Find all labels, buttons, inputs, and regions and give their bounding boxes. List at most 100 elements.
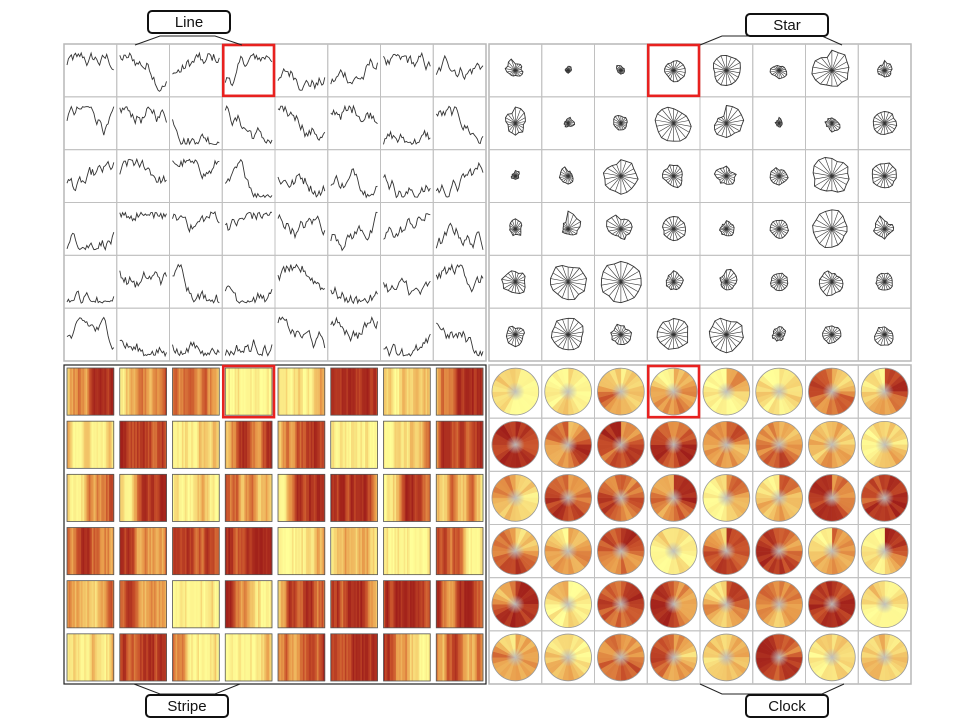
stripe-cell [277,473,326,522]
stripe-cell [119,367,167,416]
line-label-box: Line [147,10,231,34]
stripe-cell [224,527,273,576]
clock-cell [541,630,595,685]
clock-cell [488,524,543,579]
star-cell [488,307,543,362]
clock-cell [752,417,806,472]
clock-cell [699,470,754,526]
stripe-label-box: Stripe [145,694,229,718]
stripe-cell [277,420,326,469]
clock-cell [752,524,806,579]
stripe-cell [224,420,273,469]
stripe-cell [383,473,431,522]
stripe-cell [119,633,167,682]
clock-cell [699,417,754,472]
stripe-label: Stripe [167,698,206,715]
stripe-cell [330,420,378,469]
clock-cell [857,524,912,579]
stripe-cell [66,633,115,682]
clock-cell [594,630,648,685]
stripe-cell [435,580,484,629]
stripe-panel [63,364,487,685]
clock-cell [488,364,543,419]
clock-label-box: Clock [745,694,829,718]
clock-cell [752,470,806,526]
clock-cell [594,524,648,579]
stripe-cell [277,633,326,682]
clock-cell [646,470,701,526]
clock-cell [541,470,595,526]
stripe-cell [119,473,167,522]
clock-cell [488,417,543,472]
clock-cell [805,577,859,632]
stripe-cell [383,580,431,629]
clock-cell [646,630,701,685]
stripe-cell [383,367,431,416]
clock-cell [488,470,543,526]
stripe-cell [383,527,431,576]
stripe-cell [435,367,484,416]
star-cell [857,96,912,151]
stripe-cell [172,473,220,522]
clock-cell [594,577,648,632]
stripe-cell [277,527,326,576]
stripe-cell [172,367,220,416]
clock-cell [488,577,543,632]
clock-highlight-box [646,364,701,419]
stripe-cell [119,580,167,629]
star-panel [488,43,912,362]
stripe-cell [330,473,378,522]
stripe-cell [383,633,431,682]
stripe-cell [172,633,220,682]
star-cell [857,307,912,362]
stripe-cell [66,367,115,416]
stripe-cell [66,527,115,576]
clock-cell [646,577,701,632]
stripe-cell [435,633,484,682]
clock-cell [857,630,912,685]
clock-cell [805,417,859,472]
stripe-cell [224,367,273,416]
stripe-cell [172,580,220,629]
clock-cell [805,470,859,526]
stripe-cell [277,580,326,629]
star-cell [857,43,912,98]
clock-cell [699,577,754,632]
stripe-cell [435,420,484,469]
stripe-cell [330,527,378,576]
clock-cell [805,524,859,579]
clock-cell [857,470,912,526]
clock-label: Clock [768,698,806,715]
star-cell [699,96,754,151]
star-cell [541,149,595,204]
stripe-cell [330,633,378,682]
clock-cell [699,630,754,685]
stripe-cell [66,580,115,629]
star-label-box: Star [745,13,829,37]
stripe-cell [224,473,273,522]
stripe-cell [119,420,167,469]
stripe-cell [172,527,220,576]
stripe-highlight-box [221,364,276,419]
clock-cell [541,577,595,632]
star-cell [594,254,648,309]
clock-cell [541,417,595,472]
clock-cell [488,630,543,685]
line-label: Line [175,14,203,31]
clock-cell [699,524,754,579]
line-cell [432,307,487,362]
clock-cell [594,417,648,472]
clock-cell [646,417,701,472]
stripe-cell [224,580,273,629]
stripe-cell [330,580,378,629]
clock-cell [857,417,912,472]
clock-cell [752,577,806,632]
stripe-cell [383,420,431,469]
star-cell [805,202,859,256]
star-highlight-box [646,43,701,98]
line-panel [63,43,487,362]
stripe-cell [435,527,484,576]
clock-cell [805,630,859,685]
line-highlight-box [221,43,276,98]
clock-cell [594,364,648,419]
